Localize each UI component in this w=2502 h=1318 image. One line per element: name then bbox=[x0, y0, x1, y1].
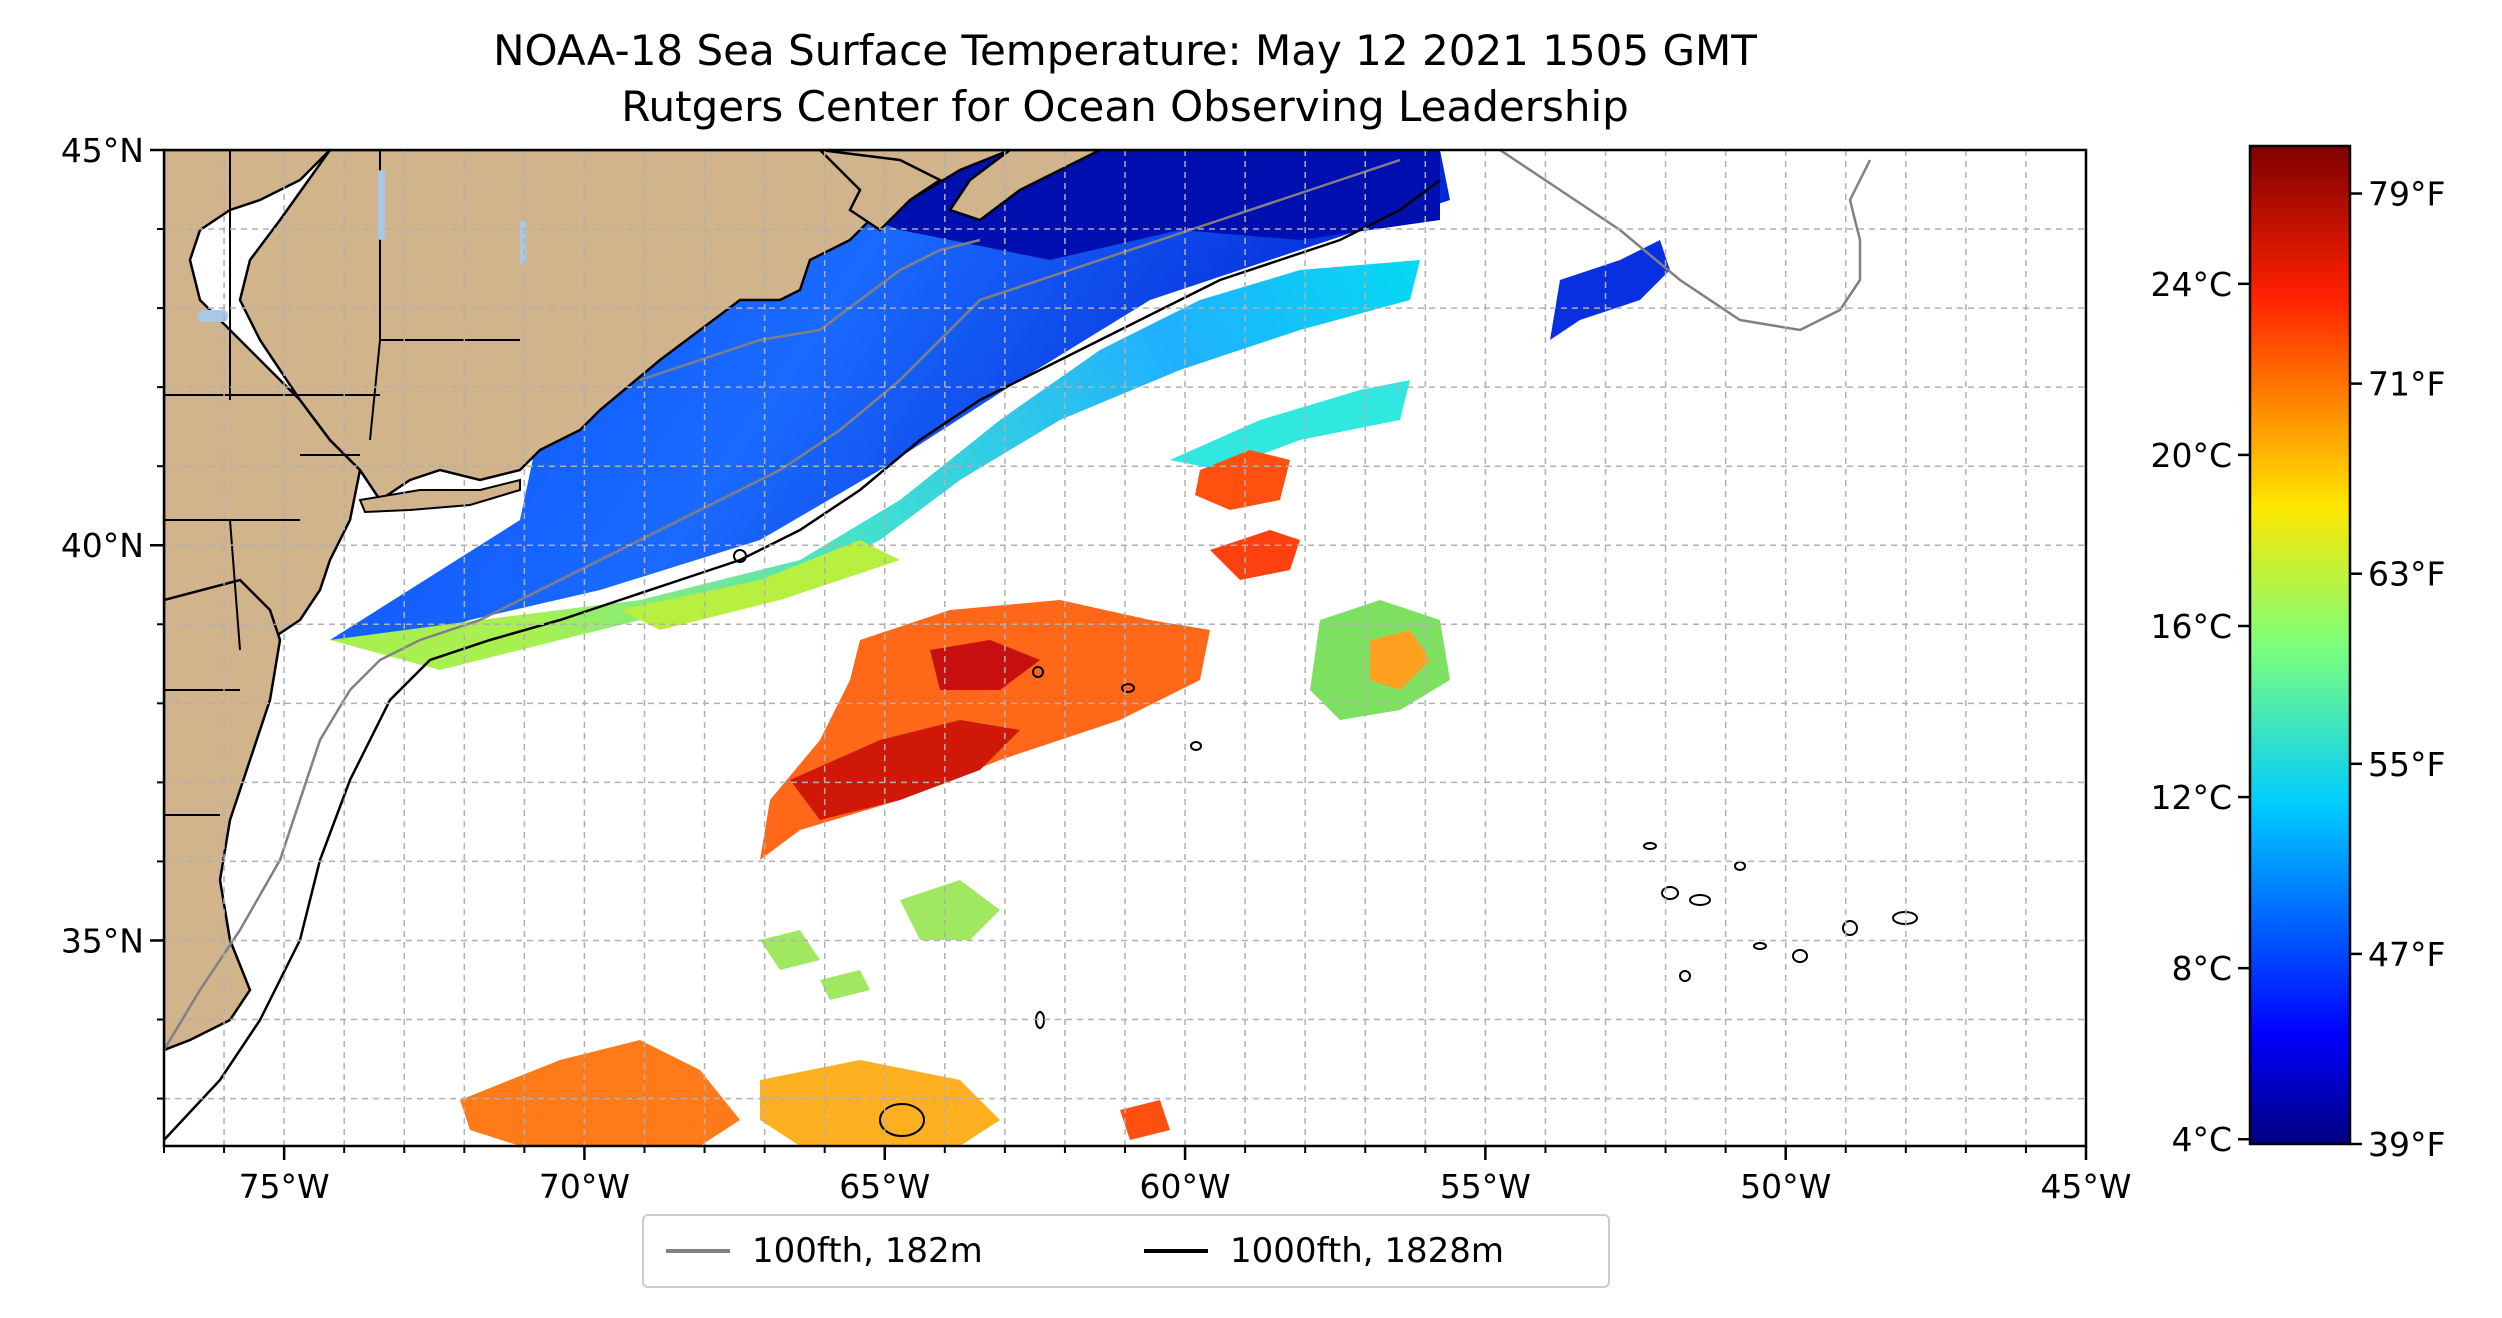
chart-subtitle: Rutgers Center for Ocean Observing Leade… bbox=[621, 82, 1629, 131]
fahrenheit-tick-label: 47°F bbox=[2368, 935, 2445, 974]
legend: 100fth, 182m 1000fth, 1828m bbox=[642, 1214, 1610, 1288]
celsius-tick-label: 16°C bbox=[2150, 607, 2232, 646]
land-nova-scotia-2 bbox=[948, 150, 1101, 222]
fahrenheit-tick-label: 71°F bbox=[2368, 365, 2445, 404]
legend-label-100fth: 100fth, 182m bbox=[752, 1231, 983, 1271]
celsius-tick-label: 24°C bbox=[2150, 265, 2232, 304]
lon-tick-label: 55°W bbox=[1440, 1167, 1531, 1206]
celsius-tick-label: 4°C bbox=[2171, 1120, 2232, 1159]
legend-item-100fth: 100fth, 182m bbox=[666, 1216, 983, 1286]
legend-label-1000fth: 1000fth, 1828m bbox=[1230, 1231, 1505, 1271]
fahrenheit-tick-label: 63°F bbox=[2368, 555, 2445, 594]
lat-tick-label: 45°N bbox=[61, 131, 144, 170]
state-borders bbox=[164, 150, 520, 816]
land-new-england bbox=[238, 150, 1011, 502]
colorbar-ticks: 79°F 71°F 63°F 55°F 47°F 39°F 24°C 20°C 16°C 12°C… bbox=[2150, 175, 2445, 1164]
celsius-tick-label: 12°C bbox=[2150, 778, 2232, 817]
legend-item-1000fth: 1000fth, 1828m bbox=[1144, 1216, 1504, 1286]
lon-tick-label: 45°W bbox=[2040, 1167, 2131, 1206]
lon-tick-label: 70°W bbox=[539, 1167, 630, 1206]
sst-south-patch-2 bbox=[760, 1060, 1000, 1146]
sst-slope-water bbox=[330, 260, 1420, 670]
sst-cyan-filament bbox=[1170, 380, 1410, 470]
legend-swatch-1000fth bbox=[1144, 1249, 1208, 1253]
axis-ticks: 45°N 40°N 35°N 75°W 70°W 65°W 60°W 55°W 50°W 45°W bbox=[61, 131, 2132, 1206]
sst-south-patch-1 bbox=[460, 1040, 740, 1146]
lat-tick-label: 35°N bbox=[61, 921, 144, 960]
chart-title: NOAA-18 Sea Surface Temperature: May 12 … bbox=[493, 26, 1757, 75]
sst-warm-eddy-mid bbox=[1210, 530, 1300, 580]
fahrenheit-tick-label: 79°F bbox=[2368, 175, 2445, 214]
land-nova-scotia bbox=[818, 150, 943, 232]
sst-northeast-patch bbox=[1550, 240, 1670, 340]
sst-warm-eddy-north bbox=[1195, 450, 1290, 510]
fahrenheit-tick-label: 39°F bbox=[2368, 1125, 2445, 1164]
sst-scatter-green bbox=[760, 880, 1000, 1000]
colorbar bbox=[2248, 144, 2352, 1146]
fahrenheit-tick-label: 55°F bbox=[2368, 745, 2445, 784]
sst-gulf-stream-hot-2 bbox=[930, 640, 1040, 690]
sst-gulf-stream-hot bbox=[790, 720, 1020, 820]
map-area bbox=[164, 150, 2086, 1146]
sst-slope-warm-band bbox=[620, 540, 900, 630]
gridlines bbox=[164, 150, 2086, 1146]
sst-east-patch-warm bbox=[1370, 630, 1430, 690]
lat-tick-label: 40°N bbox=[61, 526, 144, 565]
land-long-island bbox=[358, 478, 521, 514]
contour-1000fth bbox=[164, 179, 1441, 1141]
seamounts bbox=[733, 549, 1918, 1137]
lon-tick-label: 60°W bbox=[1140, 1167, 1231, 1206]
lon-tick-label: 65°W bbox=[839, 1167, 930, 1206]
lon-tick-label: 50°W bbox=[1740, 1167, 1831, 1206]
celsius-tick-label: 20°C bbox=[2150, 436, 2232, 475]
land-lower-east-coast bbox=[164, 578, 282, 1052]
celsius-tick-label: 8°C bbox=[2171, 949, 2232, 988]
legend-swatch-100fth bbox=[666, 1249, 730, 1253]
contour-100fth bbox=[164, 150, 1872, 1051]
lakes bbox=[198, 170, 526, 322]
lon-tick-label: 75°W bbox=[239, 1167, 330, 1206]
sst-south-patch-3 bbox=[1120, 1100, 1170, 1140]
